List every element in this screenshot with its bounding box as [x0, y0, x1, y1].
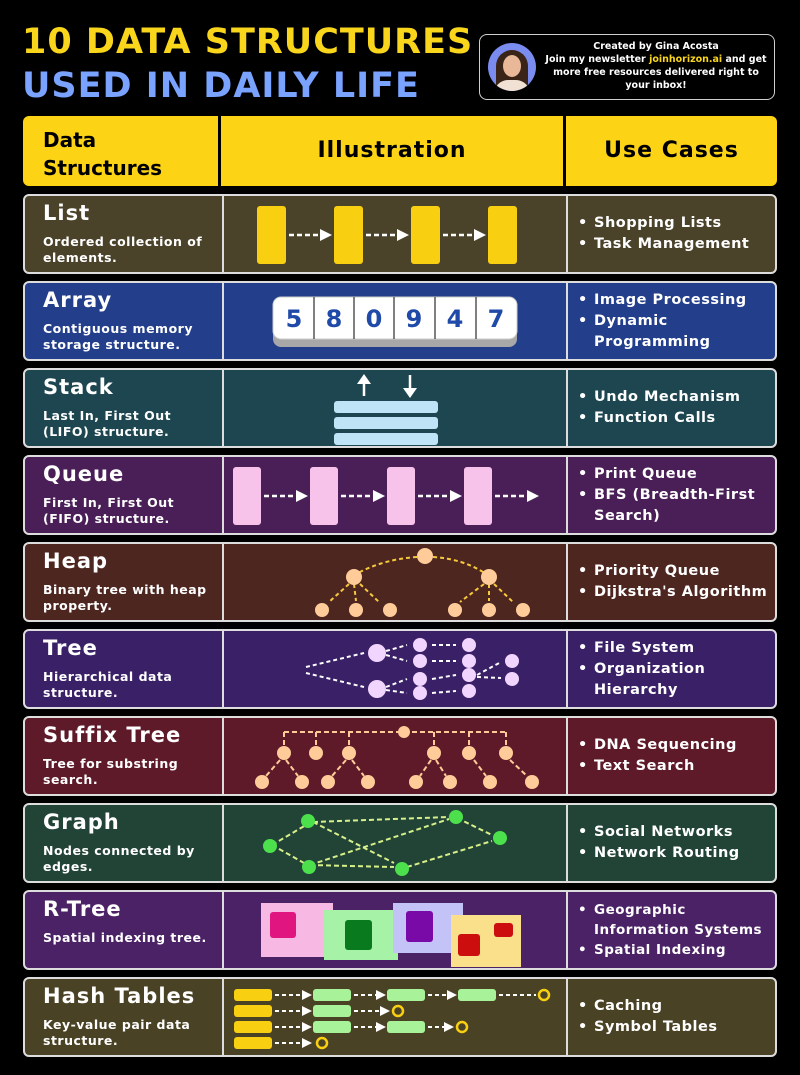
- queue-illustration: [233, 467, 539, 525]
- array-illustration: 5 8 0 9 4 7: [272, 296, 518, 347]
- row-array: Array Contiguous memory storage structur…: [23, 281, 777, 361]
- table-header: Data Structures Illustration Use Cases: [23, 116, 777, 186]
- array-digit: 0: [366, 305, 383, 333]
- ds-description: Tree for substring search.: [43, 756, 179, 787]
- ds-name: Tree: [43, 636, 98, 660]
- ds-name: Stack: [43, 375, 114, 399]
- creator-text: Created by Gina Acosta Join my newslette…: [542, 40, 770, 92]
- ds-description: Key-value pair data structure.: [43, 1017, 191, 1048]
- use-cases: Shopping Lists Task Management: [578, 196, 773, 272]
- use-cases: Geographic Information Systems Spatial I…: [578, 892, 773, 968]
- ds-description: Binary tree with heap property.: [43, 582, 207, 613]
- ds-name: Queue: [43, 462, 125, 486]
- array-digit: 9: [406, 305, 423, 333]
- ds-description: Nodes connected by edges.: [43, 843, 195, 874]
- use-cases: Social Networks Network Routing: [578, 805, 773, 881]
- suffix-tree-illustration: [255, 726, 539, 789]
- header-data-structures: Data Structures: [23, 116, 221, 186]
- array-digit: 8: [326, 305, 343, 333]
- graph-illustration: [263, 810, 507, 876]
- creator-blurb-b: and get more free resources delivered ri…: [553, 54, 767, 91]
- row-heap: Heap Binary tree with heap property. Pri…: [23, 542, 777, 622]
- ds-name: Suffix Tree: [43, 723, 182, 747]
- array-digit: 7: [488, 305, 505, 333]
- use-case: Print Queue: [578, 464, 773, 485]
- tree-illustration: [305, 638, 519, 700]
- row-tree: Tree Hierarchical data structure. File S…: [23, 629, 777, 709]
- list-illustration: [257, 206, 517, 264]
- use-case: Social Networks: [578, 822, 773, 843]
- use-case: Organization Hierarchy: [578, 659, 773, 701]
- row-suffix-tree: Suffix Tree Tree for substring search. D…: [23, 716, 777, 796]
- use-case: Task Management: [578, 234, 773, 255]
- use-case: Geographic Information Systems: [578, 900, 773, 940]
- use-cases: Caching Symbol Tables: [578, 979, 773, 1055]
- use-case: File System: [578, 638, 773, 659]
- ds-description: Hierarchical data structure.: [43, 669, 173, 700]
- title-line-1: 10 DATA STRUCTURES: [22, 22, 474, 62]
- newsletter-link[interactable]: joinhorizon.ai: [649, 54, 723, 65]
- hash-table-illustration: [234, 988, 551, 1050]
- array-digit: 5: [286, 305, 303, 333]
- array-digit: 4: [447, 305, 464, 333]
- use-case: Shopping Lists: [578, 213, 773, 234]
- creator-blurb-a: Join my newsletter: [545, 54, 650, 65]
- use-case: Spatial Indexing: [578, 940, 773, 960]
- heap-illustration: [315, 548, 530, 617]
- ds-description: Last In, First Out (LIFO) structure.: [43, 408, 172, 439]
- use-case: BFS (Breadth-First Search): [578, 485, 773, 527]
- use-cases: Undo Mechanism Function Calls: [578, 370, 773, 446]
- ds-description: Ordered collection of elements.: [43, 234, 203, 265]
- ds-name: Heap: [43, 549, 109, 573]
- ds-name: List: [43, 201, 91, 225]
- avatar: [488, 43, 536, 91]
- use-case: Text Search: [578, 756, 773, 777]
- use-cases: DNA Sequencing Text Search: [578, 718, 773, 794]
- use-case: Caching: [578, 996, 773, 1017]
- use-case: Symbol Tables: [578, 1017, 773, 1038]
- use-case: Undo Mechanism: [578, 387, 773, 408]
- ds-name: Hash Tables: [43, 984, 196, 1008]
- row-queue: Queue First In, First Out (FIFO) structu…: [23, 455, 777, 535]
- row-stack: Stack Last In, First Out (LIFO) structur…: [23, 368, 777, 448]
- use-cases: File System Organization Hierarchy: [578, 631, 773, 707]
- title-line-2: USED IN DAILY LIFE: [22, 66, 420, 106]
- use-case: Network Routing: [578, 843, 773, 864]
- ds-description: Contiguous memory storage structure.: [43, 321, 193, 352]
- use-cases: Priority Queue Dijkstra's Algorithm: [578, 544, 773, 620]
- use-cases: Image Processing Dynamic Programming: [578, 283, 773, 359]
- ds-name: R-Tree: [43, 897, 122, 921]
- header-use-cases: Use Cases: [604, 138, 739, 163]
- ds-description: First In, First Out (FIFO) structure.: [43, 495, 175, 526]
- row-graph: Graph Nodes connected by edges. Social N…: [23, 803, 777, 883]
- row-list: List Ordered collection of elements. Sho…: [23, 194, 777, 274]
- creator-name: Created by Gina Acosta: [593, 41, 719, 52]
- use-case: Function Calls: [578, 408, 773, 429]
- use-case: DNA Sequencing: [578, 735, 773, 756]
- use-case: Dijkstra's Algorithm: [578, 582, 773, 603]
- use-cases: Print Queue BFS (Breadth-First Search): [578, 457, 773, 533]
- creator-card: Created by Gina Acosta Join my newslette…: [479, 34, 775, 100]
- use-case: Priority Queue: [578, 561, 773, 582]
- r-tree-illustration: [261, 903, 521, 967]
- ds-description: Spatial indexing tree.: [43, 930, 207, 945]
- row-r-tree: R-Tree Spatial indexing tree. Geographic…: [23, 890, 777, 970]
- ds-name: Graph: [43, 810, 120, 834]
- stack-illustration: [334, 374, 438, 445]
- ds-name: Array: [43, 288, 113, 312]
- header-illustration: Illustration: [221, 116, 566, 186]
- use-case: Dynamic Programming: [578, 311, 773, 353]
- use-case: Image Processing: [578, 290, 773, 311]
- row-hash-tables: Hash Tables Key-value pair data structur…: [23, 977, 777, 1057]
